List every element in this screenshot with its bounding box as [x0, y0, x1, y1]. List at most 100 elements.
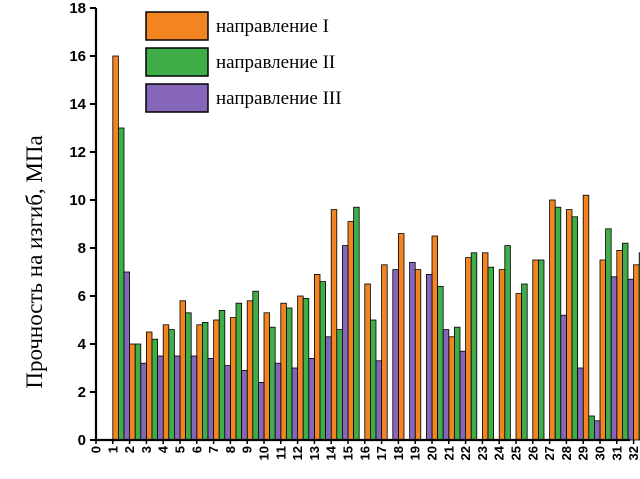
bar-series [112, 55, 640, 441]
bar-series-2-14 [336, 329, 343, 441]
bar-series-1-18 [397, 233, 405, 441]
x-tick-label: 20 [425, 446, 440, 460]
x-tick-label: 11 [273, 446, 288, 460]
bar-series-2-7 [218, 309, 226, 441]
bar-series-1-23 [481, 252, 489, 441]
bar-series-2-11 [285, 307, 293, 441]
y-axis-label: Прочность на изгиб, МПа [22, 135, 47, 388]
x-tick-label: 7 [206, 446, 221, 453]
bar-series-3-10 [274, 362, 282, 441]
bar-series-3-12 [308, 357, 315, 441]
x-tick-label: 28 [559, 446, 574, 460]
bar-series-1-13 [313, 273, 321, 441]
bar-series-1-11 [280, 302, 287, 441]
bar-series-3-21 [459, 350, 466, 441]
bar-series-2-23 [487, 266, 494, 441]
y-tick-label: 0 [78, 432, 86, 449]
bar-series-2-10 [269, 326, 276, 441]
bar-series-2-13 [319, 281, 326, 441]
y-tick-label: 8 [78, 240, 86, 257]
x-tick-label: 3 [139, 446, 154, 453]
y-tick-label: 18 [69, 0, 86, 17]
bar-series-3-11 [291, 367, 298, 441]
bar-series-3-8 [241, 369, 248, 441]
x-tick-label: 9 [240, 446, 255, 453]
x-tick-label: 4 [156, 445, 171, 453]
legend-swatch-series-2 [145, 47, 209, 77]
bar-series-1-7 [213, 319, 220, 441]
bar-series-3-4 [173, 355, 181, 441]
x-tick-label: 16 [357, 446, 372, 460]
bar-series-3-16 [375, 360, 382, 441]
bar-series-3-30 [610, 276, 618, 441]
legend-label-series-2: направление II [216, 52, 335, 73]
bar-series-1-30 [599, 259, 606, 441]
x-tick-label: 31 [609, 446, 624, 460]
x-tick-label: 5 [173, 446, 188, 453]
bar-series-3-27 [560, 314, 567, 441]
bar-series-3-3 [157, 355, 164, 441]
bar-series-1-32 [633, 264, 640, 441]
bar-series-3-9 [257, 381, 265, 441]
x-tick-label: 26 [525, 446, 540, 460]
bar-series-1-22 [465, 257, 472, 441]
bar-series-2-22 [470, 252, 478, 441]
bar-series-1-27 [549, 199, 556, 441]
bar-series-3-2 [140, 362, 147, 441]
bar-series-2-3 [151, 338, 158, 441]
bar-series-1-19 [414, 269, 422, 441]
y-tick-label: 4 [78, 336, 87, 353]
bar-series-3-19 [425, 273, 433, 441]
y-tick-label: 16 [69, 48, 86, 65]
x-tick-label: 19 [408, 446, 423, 460]
x-tick-label: 32 [626, 446, 640, 460]
bar-series-1-29 [582, 194, 590, 441]
bar-series-3-17 [392, 269, 399, 441]
x-tick-label: 30 [593, 446, 608, 460]
legend-swatch-series-3 [145, 83, 209, 113]
bar-series-2-25 [521, 283, 528, 441]
x-tick-label: 27 [542, 446, 557, 460]
bar-series-1-21 [448, 336, 455, 441]
legend: направление I направление II направление… [145, 11, 342, 113]
bar-series-2-29 [588, 415, 595, 441]
bar-series-3-5 [190, 355, 198, 441]
x-tick-label: 13 [307, 446, 322, 460]
bar-series-1-3 [145, 331, 153, 441]
bar-series-3-14 [341, 245, 349, 441]
x-tick-label: 21 [441, 446, 456, 460]
bar-series-2-28 [571, 216, 578, 441]
legend-swatch-series-1 [145, 11, 209, 41]
bar-series-1-10 [263, 312, 270, 441]
bar-series-2-31 [622, 242, 629, 441]
y-tick-label: 12 [69, 144, 86, 161]
bar-series-2-20 [437, 285, 444, 441]
bar-series-1-15 [347, 221, 354, 441]
bar-series-1-25 [515, 293, 522, 441]
bar-series-3-13 [325, 336, 332, 441]
x-tick-label: 14 [324, 445, 339, 460]
bar-series-2-21 [453, 326, 461, 441]
bar-series-2-1 [118, 127, 125, 441]
x-tick-label: 12 [290, 446, 305, 460]
bar-series-1-14 [330, 209, 338, 441]
bar-series-1-9 [246, 300, 254, 441]
x-axis-ticks: 0 1 2 3 4 5 6 7 8 9 10 11 12 13 14 15 16 17 18 19 20 21 22 23 24… [89, 440, 640, 460]
bar-series-1-2 [129, 343, 136, 441]
x-tick-label: 6 [189, 446, 204, 453]
bar-series-3-28 [577, 367, 584, 441]
bar-series-1-26 [532, 259, 539, 441]
legend-label-series-3: направление III [216, 88, 342, 109]
bar-series-1-4 [162, 324, 170, 441]
bar-series-3-7 [224, 365, 231, 441]
x-tick-label: 18 [391, 446, 406, 460]
bar-series-3-31 [627, 278, 634, 441]
bar-series-2-24 [504, 245, 511, 441]
x-tick-label: 1 [105, 446, 120, 453]
bar-series-3-1 [123, 271, 130, 441]
x-tick-label: 23 [475, 446, 490, 460]
bar-series-1-6 [196, 324, 203, 441]
x-tick-label: 10 [257, 446, 272, 460]
bar-series-1-8 [229, 317, 237, 441]
